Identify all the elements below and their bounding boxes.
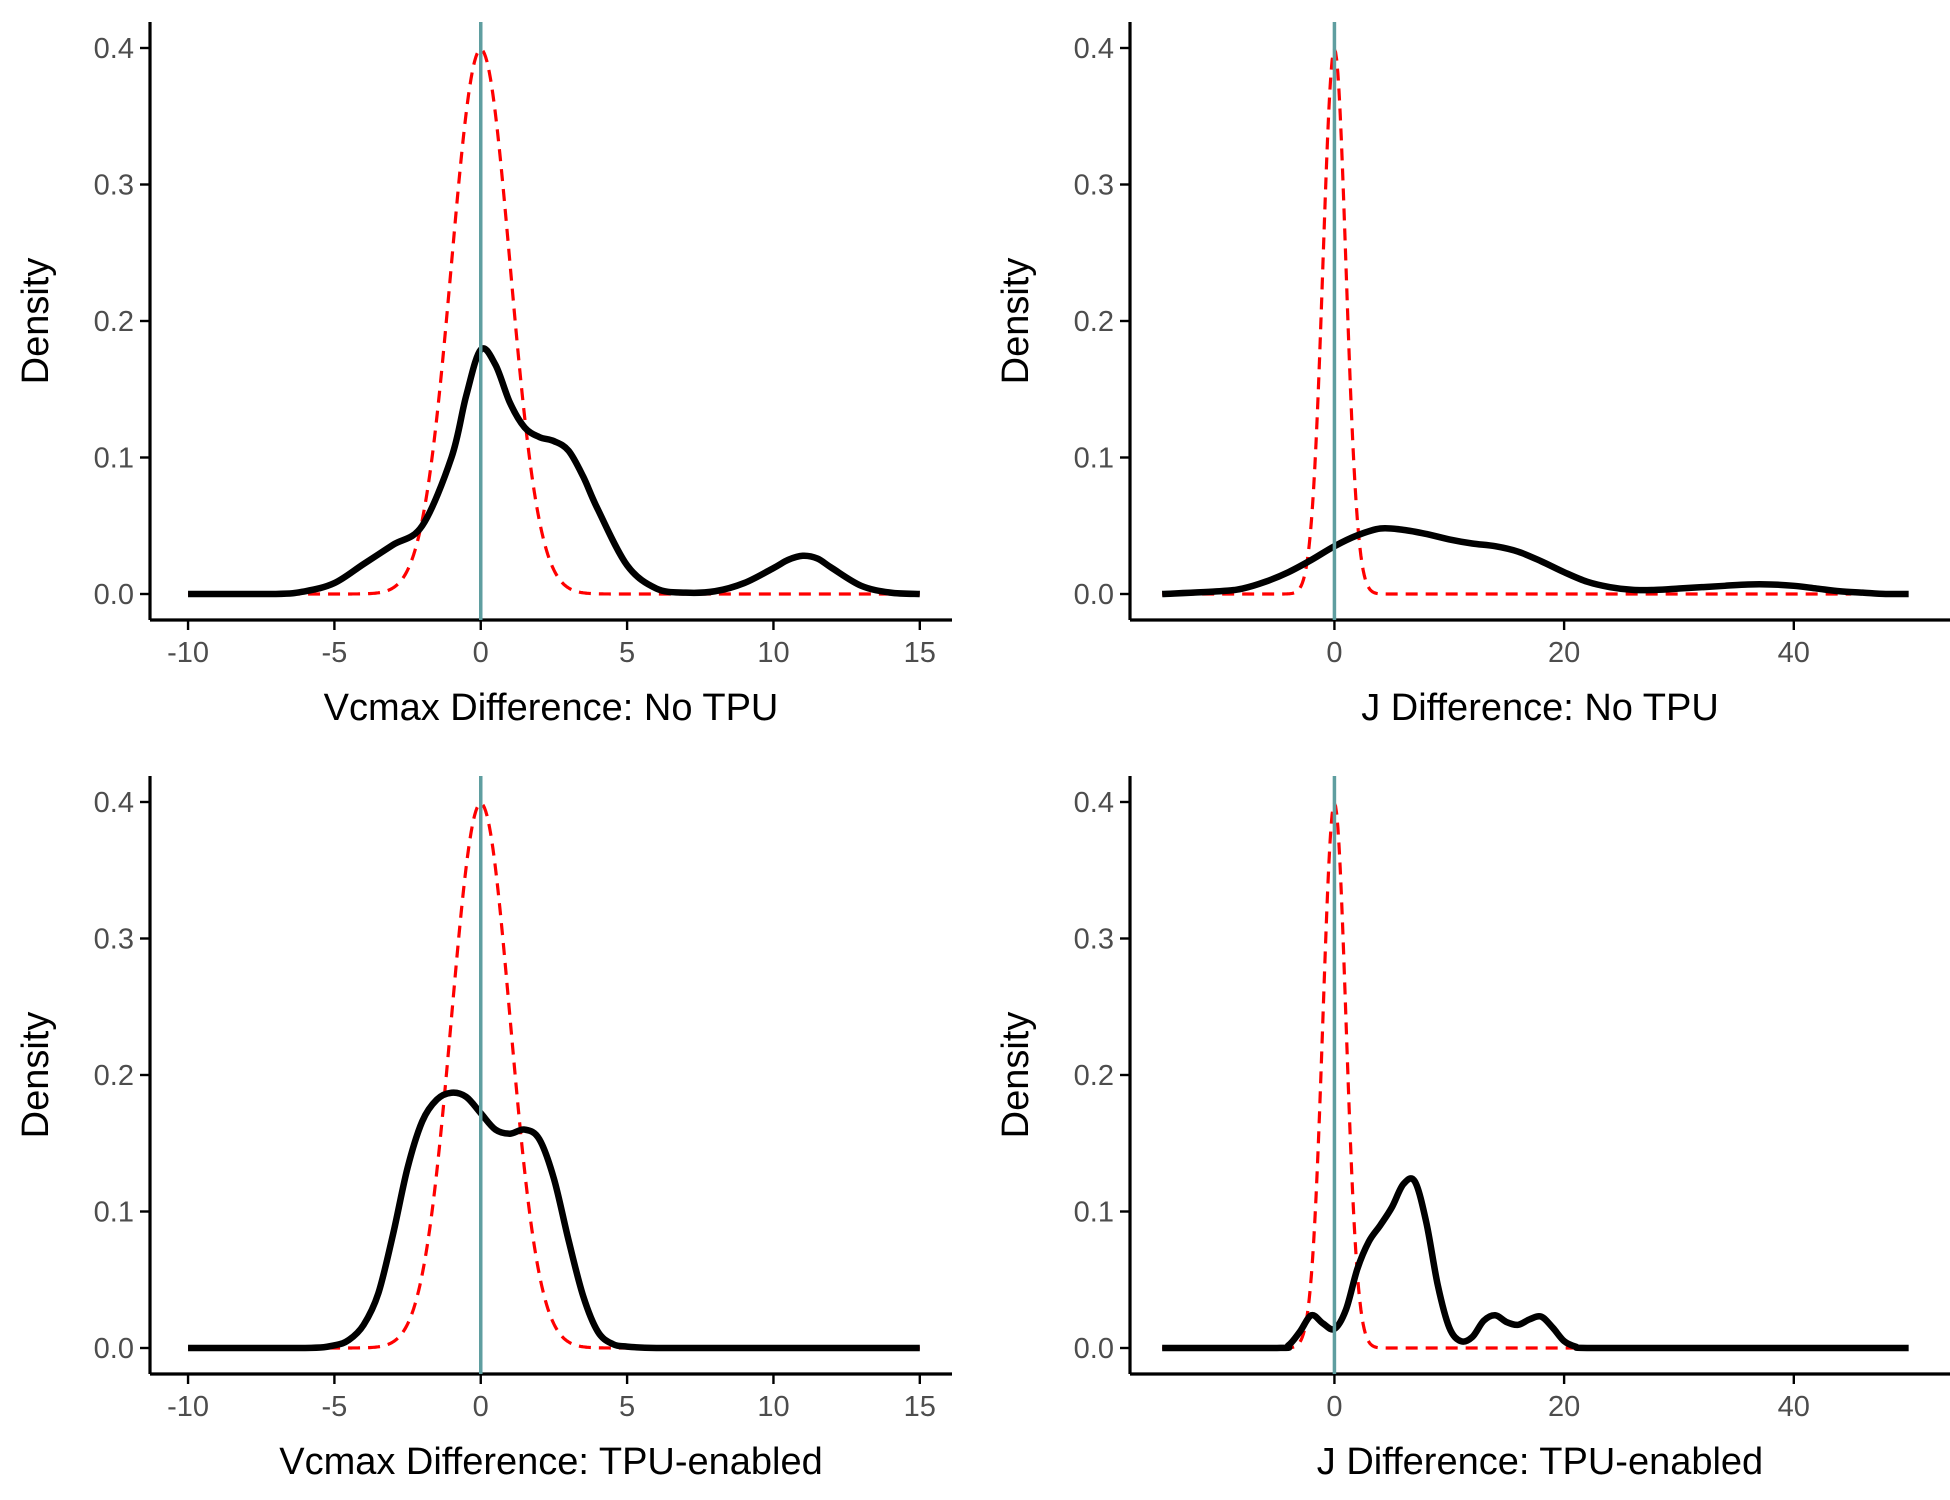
y-axis-title: Density xyxy=(995,258,1037,385)
x-tick-label: -10 xyxy=(167,1391,209,1423)
y-tick-label: 0.3 xyxy=(94,170,134,202)
y-tick-label: 0.0 xyxy=(1074,1333,1114,1365)
y-tick-label: 0.0 xyxy=(94,579,134,611)
panel-vcmax-no-tpu: 0.0 0.1 0.2 0.3 0.4 -10 -5 0 5 10 15 Vcmax Differen… xyxy=(15,22,952,729)
y-tick-label: 0.2 xyxy=(1074,1060,1114,1092)
y-tick-label: 0.1 xyxy=(1074,1197,1114,1229)
panel-j-no-tpu: 0.0 0.1 0.2 0.3 0.4 0 20 40 J Difference: No TPU… xyxy=(995,22,1950,729)
normal-reference-curve xyxy=(188,47,920,596)
x-axis-title: J Difference: TPU-enabled xyxy=(1317,1441,1763,1483)
y-tick-label: 0.3 xyxy=(1074,170,1114,202)
y-tick-label: 0.1 xyxy=(1074,443,1114,475)
y-tick-label: 0.1 xyxy=(94,443,134,475)
y-tick-label: 0.2 xyxy=(94,1060,134,1092)
y-tick-label: 0.0 xyxy=(94,1333,134,1365)
normal-reference-curve xyxy=(188,801,920,1350)
x-tick-label: 40 xyxy=(1778,1391,1810,1423)
y-tick-label: 0.0 xyxy=(1074,579,1114,611)
density-curve xyxy=(188,345,920,598)
x-tick-label: -5 xyxy=(322,637,348,669)
normal-reference-curve xyxy=(1162,45,1852,596)
x-tick-label: 20 xyxy=(1548,637,1580,669)
x-axis-title: Vcmax Difference: No TPU xyxy=(324,687,779,729)
x-tick-label: 5 xyxy=(619,637,635,669)
x-tick-label: 15 xyxy=(904,637,936,669)
x-axis-title: Vcmax Difference: TPU-enabled xyxy=(279,1441,823,1483)
x-tick-label: 10 xyxy=(757,1391,789,1423)
y-tick-label: 0.4 xyxy=(94,787,134,819)
x-tick-label: 0 xyxy=(1326,1391,1342,1423)
y-axis-title: Density xyxy=(15,258,57,385)
y-tick-label: 0.3 xyxy=(94,924,134,956)
x-tick-label: 20 xyxy=(1548,1391,1580,1423)
y-tick-label: 0.2 xyxy=(1074,306,1114,338)
x-tick-label: -10 xyxy=(167,637,209,669)
x-tick-label: 10 xyxy=(757,637,789,669)
x-tick-label: 40 xyxy=(1778,637,1810,669)
normal-reference-curve xyxy=(1162,799,1852,1350)
y-axis-title: Density xyxy=(15,1012,57,1139)
x-tick-label: 5 xyxy=(619,1391,635,1423)
x-tick-label: 0 xyxy=(473,637,489,669)
y-tick-label: 0.4 xyxy=(1074,787,1114,819)
y-axis-title: Density xyxy=(995,1012,1037,1139)
y-tick-label: 0.3 xyxy=(1074,924,1114,956)
density-curve xyxy=(1162,524,1909,598)
y-tick-label: 0.4 xyxy=(1074,33,1114,65)
density-curve xyxy=(1162,1175,1909,1352)
x-tick-label: 0 xyxy=(473,1391,489,1423)
x-axis-title: J Difference: No TPU xyxy=(1361,687,1719,729)
panel-vcmax-tpu-enabled: 0.0 0.1 0.2 0.3 0.4 -10 -5 0 5 10 15 Vcmax Differen… xyxy=(15,776,952,1483)
x-tick-label: -5 xyxy=(322,1391,348,1423)
y-tick-label: 0.4 xyxy=(94,33,134,65)
y-tick-label: 0.2 xyxy=(94,306,134,338)
x-tick-label: 15 xyxy=(904,1391,936,1423)
x-tick-label: 0 xyxy=(1326,637,1342,669)
y-tick-label: 0.1 xyxy=(94,1197,134,1229)
panel-j-tpu-enabled: 0.0 0.1 0.2 0.3 0.4 0 20 40 J Difference: TPU-en… xyxy=(995,776,1950,1483)
density-curve xyxy=(188,1089,920,1352)
